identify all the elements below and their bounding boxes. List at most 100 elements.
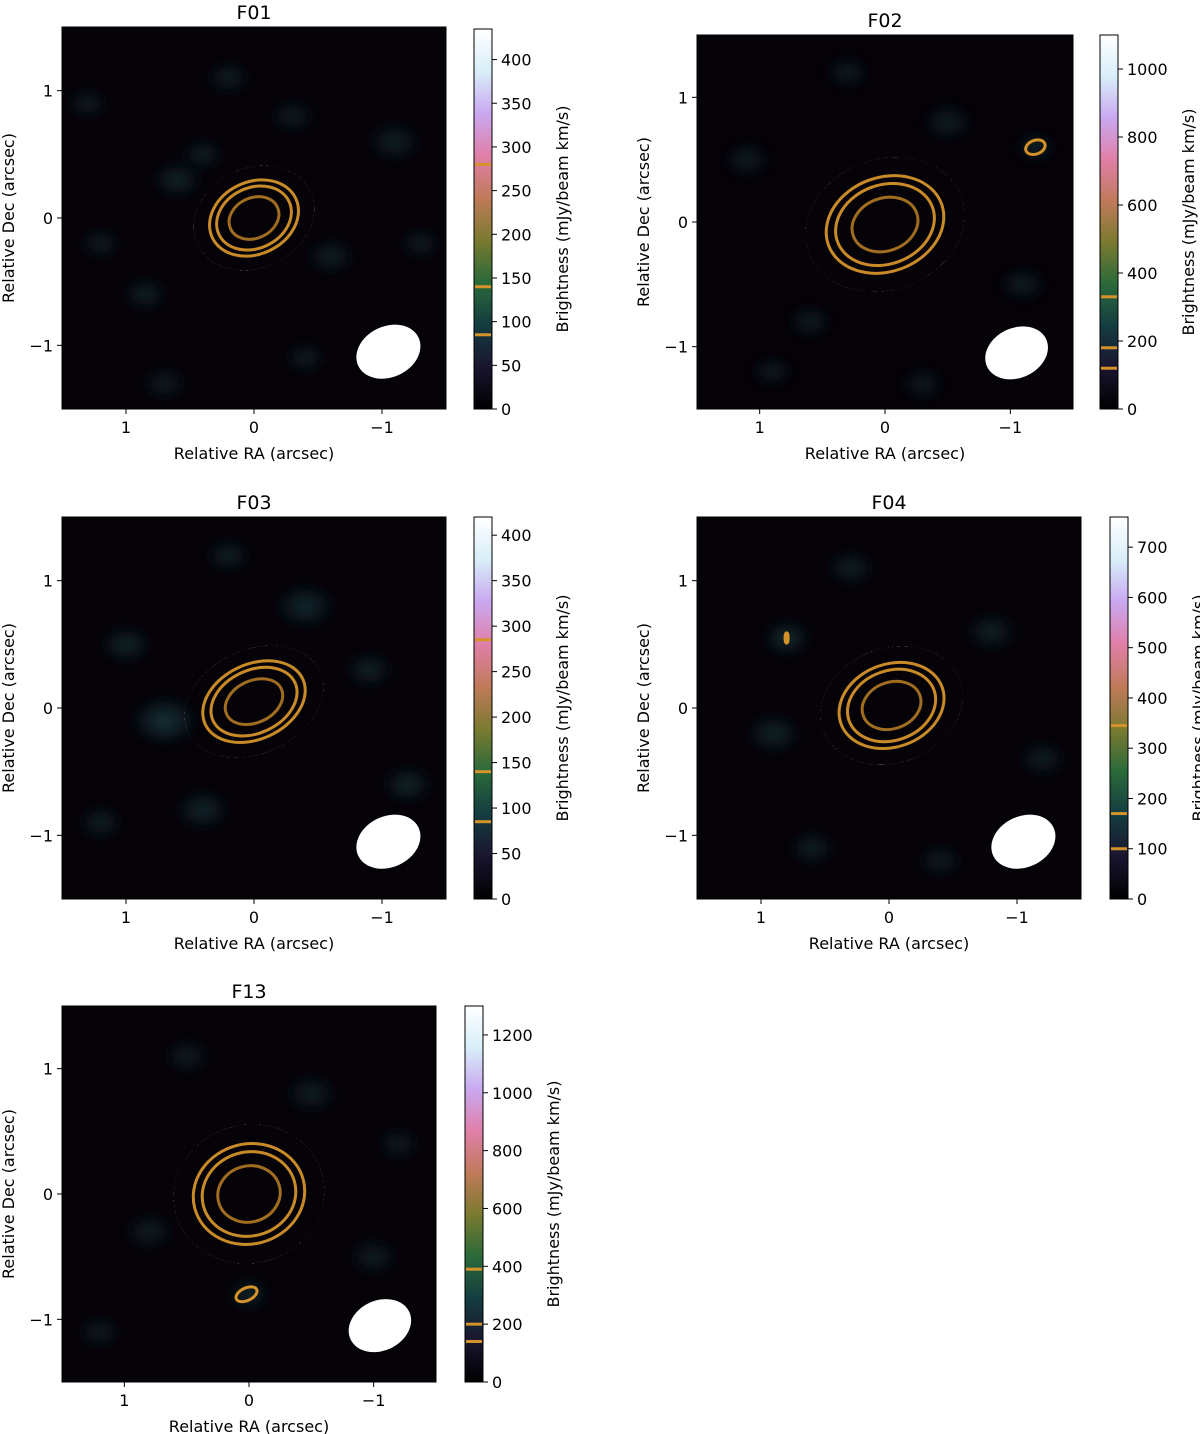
contour-level bbox=[223, 677, 285, 726]
y-tick-label: 0 bbox=[678, 213, 688, 232]
emission-blob bbox=[141, 366, 188, 401]
beam-ellipse bbox=[356, 814, 421, 869]
emission-blob bbox=[787, 830, 838, 866]
colorbar-tick-label: 500 bbox=[1137, 639, 1168, 658]
y-tick-label: −1 bbox=[664, 826, 688, 845]
y-tick-label: −1 bbox=[29, 1310, 53, 1329]
x-tick-label: 0 bbox=[244, 1391, 254, 1410]
emission-blob bbox=[77, 806, 124, 840]
beam-ellipse bbox=[348, 1299, 412, 1353]
emission-blob bbox=[205, 538, 252, 572]
emission-blob bbox=[99, 625, 153, 664]
contour-level bbox=[215, 184, 293, 252]
contour-level bbox=[783, 631, 790, 645]
emission-blob bbox=[380, 765, 435, 804]
emission-blob bbox=[825, 550, 876, 586]
source-emission bbox=[805, 157, 965, 292]
emission-blob bbox=[123, 1212, 176, 1251]
emission-blob bbox=[347, 1237, 400, 1276]
colorbar-tick-label: 0 bbox=[501, 400, 511, 419]
colorbar-tick-label: 300 bbox=[1137, 739, 1168, 758]
colorbar-tick-label: 0 bbox=[1137, 890, 1147, 909]
colorbar-label: Brightness (mJy/beam km/s) bbox=[544, 1080, 563, 1307]
colorbar-tick-label: 1000 bbox=[1127, 60, 1168, 79]
colorbar-tick-label: 200 bbox=[1137, 789, 1168, 808]
contour-level bbox=[200, 1150, 298, 1238]
colorbar-tick-label: 0 bbox=[492, 1373, 502, 1392]
x-axis-label: Relative RA (arcsec) bbox=[174, 934, 334, 953]
colorbar-label: Brightness (mJy/beam km/s) bbox=[1179, 108, 1198, 335]
emission-blob bbox=[128, 695, 201, 747]
contour-level bbox=[208, 178, 300, 258]
y-axis-label: Relative Dec (arcsec) bbox=[0, 1109, 18, 1279]
emission-blob bbox=[1016, 133, 1055, 161]
panel-f01: 1 0 −1 1 0 −1 F01 Relative RA (arcsec) Relative … bbox=[0, 2, 572, 463]
x-tick-label: −1 bbox=[370, 908, 394, 927]
emission-blob bbox=[921, 103, 974, 141]
emission-blob bbox=[78, 228, 122, 259]
emission-blob bbox=[121, 277, 169, 311]
contour-level bbox=[1024, 138, 1047, 156]
emission-blob bbox=[745, 713, 803, 754]
contour-level bbox=[191, 1142, 307, 1246]
colorbar-tick-label: 800 bbox=[1127, 128, 1158, 147]
colorbar-tick-label: 200 bbox=[501, 225, 532, 244]
panel-f03: 1 0 −1 1 0 −1 F03 Relative RA (arcsec) Relative … bbox=[0, 492, 572, 953]
contour-level bbox=[234, 1285, 259, 1304]
y-axis-label: Relative Dec (arcsec) bbox=[634, 623, 653, 793]
colorbar-tick-label: 350 bbox=[501, 572, 532, 591]
y-tick-label: 1 bbox=[43, 572, 53, 591]
contour-level bbox=[227, 195, 281, 241]
contour-level bbox=[860, 679, 923, 732]
y-tick-label: 0 bbox=[43, 1185, 53, 1204]
colorbar-label: Brightness (mJy/beam km/s) bbox=[553, 105, 572, 332]
source-emission bbox=[193, 165, 315, 271]
y-axis-label: Relative Dec (arcsec) bbox=[0, 623, 18, 793]
colorbar-tick-label: 1200 bbox=[492, 1026, 533, 1045]
colorbar-tick-label: 100 bbox=[1137, 840, 1168, 859]
emission-blob bbox=[228, 1279, 270, 1310]
x-axis-label: Relative RA (arcsec) bbox=[174, 444, 334, 463]
colorbar-tick-label: 0 bbox=[501, 890, 511, 909]
source-emission bbox=[820, 646, 963, 765]
x-tick-label: −1 bbox=[370, 418, 394, 437]
colorbar-tick-label: 250 bbox=[501, 182, 532, 201]
panel-title: F04 bbox=[871, 492, 906, 514]
colorbar-label: Brightness (mJy/beam km/s) bbox=[553, 594, 572, 821]
emission-blob bbox=[66, 88, 110, 119]
panel-f04: 1 0 −1 1 0 −1 F04 Relative RA (arcsec) Relative … bbox=[634, 492, 1200, 953]
x-tick-label: 0 bbox=[249, 908, 259, 927]
panel-title: F02 bbox=[867, 10, 902, 32]
beam-ellipse bbox=[985, 326, 1048, 380]
contour-level bbox=[845, 667, 938, 744]
emission-blob bbox=[964, 612, 1019, 651]
y-tick-label: 1 bbox=[678, 572, 688, 591]
colorbar-tick-label: 300 bbox=[501, 138, 532, 157]
colorbar bbox=[1099, 34, 1119, 410]
y-tick-label: −1 bbox=[664, 338, 688, 357]
emission-blob bbox=[205, 61, 252, 95]
y-tick-label: 1 bbox=[43, 82, 53, 101]
beam-ellipse bbox=[356, 324, 421, 379]
beam-ellipse bbox=[991, 814, 1056, 869]
colorbar-tick-label: 200 bbox=[501, 708, 532, 727]
emission-blob bbox=[366, 121, 424, 162]
contour-level bbox=[837, 660, 946, 751]
y-tick-label: 0 bbox=[43, 699, 53, 718]
emission-blob bbox=[398, 228, 442, 259]
contour-level bbox=[834, 181, 936, 268]
emission-blob bbox=[272, 583, 338, 630]
x-tick-label: −1 bbox=[999, 418, 1023, 437]
x-tick-label: 1 bbox=[756, 908, 766, 927]
y-tick-label: 0 bbox=[43, 209, 53, 228]
x-axis-label: Relative RA (arcsec) bbox=[805, 444, 965, 463]
colorbar-tick-label: 400 bbox=[1127, 264, 1158, 283]
contour-level bbox=[216, 1164, 282, 1224]
colorbar-tick-label: 50 bbox=[501, 845, 521, 864]
x-tick-label: −1 bbox=[1005, 908, 1029, 927]
emission-blob bbox=[76, 1315, 123, 1349]
colorbar-tick-label: 700 bbox=[1137, 538, 1168, 557]
emission-blob bbox=[998, 266, 1048, 302]
colorbar bbox=[473, 28, 493, 410]
emission-blob bbox=[1017, 741, 1068, 777]
